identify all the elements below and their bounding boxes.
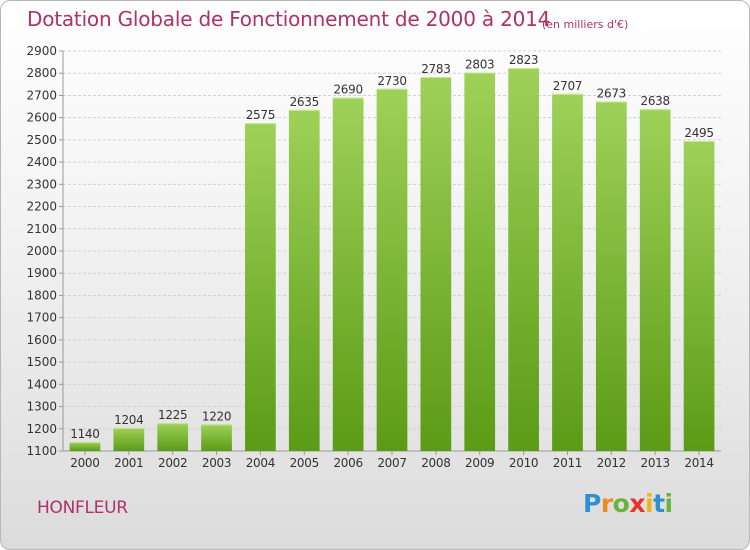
bar-2006: [332, 97, 364, 452]
bar-2001: [113, 427, 145, 451]
data-label-2012: 2673: [597, 86, 626, 100]
y-tick-label: 1900: [26, 266, 57, 280]
y-tick-label: 1100: [26, 444, 57, 458]
data-label-2004: 2575: [246, 108, 275, 122]
data-label-2010: 2823: [509, 53, 538, 67]
chart-title: Dotation Globale de Fonctionnement de 20…: [27, 7, 551, 31]
bar-chart: 1100 1200 1300 1400 1500 1600 1700 1800 1900 2000…: [26, 44, 721, 470]
y-tick-label: 2400: [26, 155, 57, 169]
x-tick-label-2000: 2000: [70, 456, 99, 470]
y-tick-label: 1600: [26, 333, 57, 347]
y-tick-label: 1500: [26, 355, 57, 369]
y-tick-label: 2500: [26, 133, 57, 147]
x-tick-label-2012: 2012: [597, 456, 626, 470]
x-tick-label-2011: 2011: [553, 456, 582, 470]
data-label-2009: 2803: [465, 58, 494, 72]
y-tick-label: 2000: [26, 244, 57, 258]
bar-2004: [245, 123, 276, 451]
data-label-2007: 2730: [377, 74, 406, 88]
chart-subtitle: (en milliers d'€): [542, 18, 629, 31]
y-tick-label: 1300: [26, 400, 57, 414]
bar-2014: [683, 141, 715, 451]
data-label-2003: 1220: [202, 409, 231, 423]
logo-letter: o: [612, 489, 630, 518]
x-tick-label-2010: 2010: [509, 456, 538, 470]
data-label-2000: 1140: [70, 427, 99, 441]
bar-2003: [201, 424, 232, 451]
logo-letter: i: [645, 489, 654, 518]
data-label-2005: 2635: [290, 95, 319, 109]
y-tick-label: 2600: [26, 111, 57, 125]
y-tick-label: 1700: [26, 311, 57, 325]
bar-2012: [595, 101, 627, 451]
bar-2008: [420, 77, 452, 451]
bar-2013: [639, 109, 671, 451]
data-label-2011: 2707: [553, 79, 582, 93]
x-tick-label-2008: 2008: [421, 456, 450, 470]
y-tick-label: 1400: [26, 377, 57, 391]
x-tick-labels: 2000 2001 2002 2003 2004 2005 2006 2007 2008 2009…: [70, 456, 714, 470]
x-tick-label-2014: 2014: [684, 456, 713, 470]
logo-letter: i: [664, 489, 674, 518]
logo-letter: x: [629, 489, 645, 518]
x-tick-label-2009: 2009: [465, 456, 494, 470]
data-label-2014: 2495: [684, 126, 713, 140]
y-tick-label: 2700: [26, 88, 57, 102]
x-tick-label-2003: 2003: [202, 456, 231, 470]
y-tick-label: 2100: [26, 222, 57, 236]
logo-letter: t: [653, 489, 665, 518]
x-tick-label-2004: 2004: [246, 456, 275, 470]
x-tick-label-2005: 2005: [290, 456, 319, 470]
bar-2007: [376, 88, 408, 452]
y-tick-label: 2200: [26, 200, 57, 214]
data-label-2013: 2638: [641, 94, 670, 108]
x-tick-label-2007: 2007: [377, 456, 406, 470]
bar-2005: [288, 109, 320, 451]
x-tick-label-2013: 2013: [641, 456, 670, 470]
city-name: HONFLEUR: [37, 498, 128, 518]
data-label-2008: 2783: [421, 62, 450, 76]
logo-letter: P: [583, 489, 601, 518]
y-tick-label: 1800: [26, 288, 57, 302]
bar-2010: [508, 68, 539, 451]
logo-letter: r: [600, 489, 613, 518]
data-label-2006: 2690: [333, 83, 362, 97]
x-tick-label-2001: 2001: [114, 456, 143, 470]
y-tick-label: 2800: [26, 66, 57, 80]
data-label-2001: 1204: [114, 413, 143, 427]
bar-2000: [69, 442, 101, 451]
data-label-2002: 1225: [158, 408, 187, 422]
bar-2002: [157, 423, 189, 451]
proxiti-logo: Proxiti: [583, 489, 673, 518]
x-tick-label-2002: 2002: [158, 456, 187, 470]
y-tick-label: 2900: [26, 44, 57, 58]
y-tick-label: 1200: [26, 422, 57, 436]
y-tick-label: 2300: [26, 177, 57, 191]
x-tick-label-2006: 2006: [333, 456, 362, 470]
data-labels: 1140 1204 1225 1220 2575 2635 2690 2730 2783 2803…: [70, 53, 714, 441]
bar-2011: [552, 93, 583, 451]
bar-2009: [464, 72, 496, 452]
bars: [69, 68, 715, 452]
y-tick-labels: 1100 1200 1300 1400 1500 1600 1700 1800 1900 2000…: [26, 44, 57, 458]
